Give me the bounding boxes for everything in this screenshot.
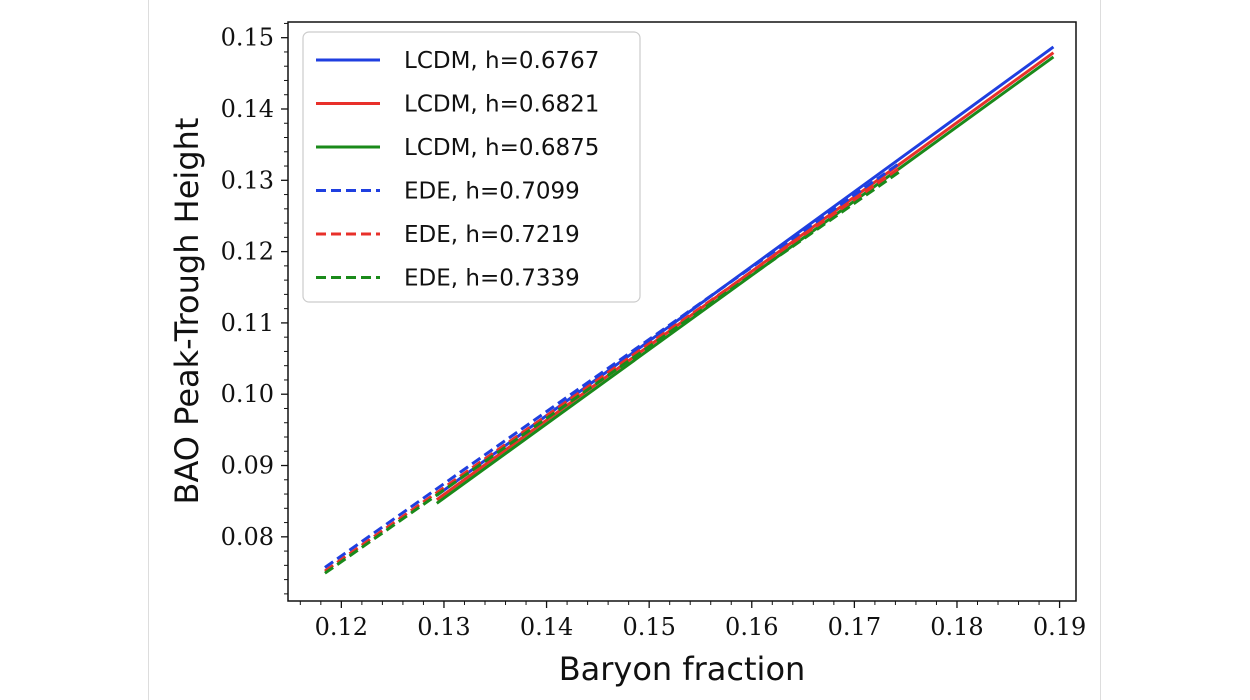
y-tick-label: 0.14: [221, 95, 274, 123]
x-tick-label: 0.17: [828, 613, 881, 641]
y-tick-label: 0.12: [221, 238, 274, 266]
legend-label: LCDM, h=0.6767: [404, 48, 599, 74]
legend-label: LCDM, h=0.6821: [404, 92, 599, 118]
x-axis-label: Baryon fraction: [559, 650, 806, 688]
legend: LCDM, h=0.6767 LCDM, h=0.6821 LCDM, h=0.68…: [302, 31, 641, 303]
legend-label: EDE, h=0.7339: [404, 266, 580, 292]
x-tick-label: 0.13: [417, 613, 470, 641]
legend-label: LCDM, h=0.6875: [404, 135, 599, 161]
y-tick-label: 0.08: [221, 523, 274, 551]
y-axis-label: BAO Peak-Trough Height: [168, 118, 206, 505]
series-line: [324, 166, 902, 573]
x-tick-label: 0.12: [315, 613, 368, 641]
series-lines: [324, 45, 1055, 575]
y-tick-label: 0.13: [221, 166, 274, 194]
axis-ticks: 0.12 0.13 0.14 0.15 0.16 0.17 0.18 0.19 0.08 0.09…: [221, 22, 1086, 641]
y-tick-label: 0.10: [221, 380, 274, 408]
plot-frame: [287, 21, 1077, 602]
y-tick-label: 0.15: [221, 24, 274, 52]
legend-label: EDE, h=0.7099: [404, 179, 580, 205]
series-line: [324, 161, 902, 569]
x-tick-label: 0.18: [930, 613, 983, 641]
legend-box: [302, 31, 641, 303]
legend-label: EDE, h=0.7219: [404, 222, 580, 248]
y-tick-label: 0.09: [221, 452, 274, 480]
x-tick-label: 0.14: [520, 613, 573, 641]
x-tick-label: 0.15: [622, 613, 675, 641]
x-tick-label: 0.19: [1033, 613, 1086, 641]
series-line: [324, 169, 902, 575]
page-edge-left: [148, 0, 149, 700]
x-tick-label: 0.16: [725, 613, 778, 641]
page-edge-right: [1100, 0, 1101, 700]
y-tick-label: 0.11: [221, 309, 274, 337]
